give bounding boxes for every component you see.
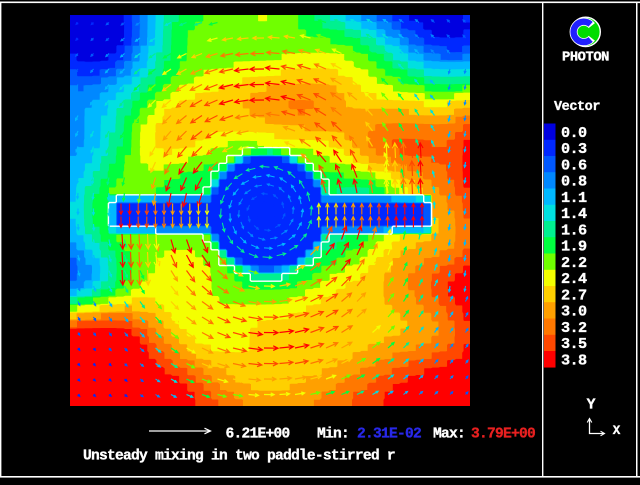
svg-text:1.9: 1.9 xyxy=(561,238,587,256)
svg-text:Vector: Vector xyxy=(554,100,600,115)
svg-text:1.1: 1.1 xyxy=(561,189,587,207)
svg-text:3.5: 3.5 xyxy=(561,335,587,353)
svg-text:0.0: 0.0 xyxy=(561,124,587,142)
svg-text:2.31E-02: 2.31E-02 xyxy=(357,427,421,443)
svg-text:1.4: 1.4 xyxy=(561,205,587,223)
svg-text:3.8: 3.8 xyxy=(561,351,587,369)
svg-text:0.6: 0.6 xyxy=(561,156,587,174)
svg-text:1.6: 1.6 xyxy=(561,221,587,239)
svg-text:Y: Y xyxy=(587,398,596,414)
svg-text:X: X xyxy=(613,424,621,438)
svg-text:2.7: 2.7 xyxy=(561,286,587,304)
svg-text:Unsteady mixing in two paddle-: Unsteady mixing in two paddle-stirred r xyxy=(83,449,395,465)
svg-text:Max:: Max: xyxy=(433,427,465,443)
svg-text:3.0: 3.0 xyxy=(561,303,587,321)
svg-text:3.79E+00: 3.79E+00 xyxy=(471,427,535,443)
svg-text:6.21E+00: 6.21E+00 xyxy=(226,427,290,443)
svg-text:0.3: 0.3 xyxy=(561,140,587,158)
svg-text:0.8: 0.8 xyxy=(561,173,587,191)
svg-text:Min:: Min: xyxy=(317,427,349,443)
svg-text:3.2: 3.2 xyxy=(561,319,587,337)
svg-text:PHOTON: PHOTON xyxy=(562,51,609,66)
svg-text:2.4: 2.4 xyxy=(561,270,587,288)
svg-text:2.2: 2.2 xyxy=(561,254,587,272)
